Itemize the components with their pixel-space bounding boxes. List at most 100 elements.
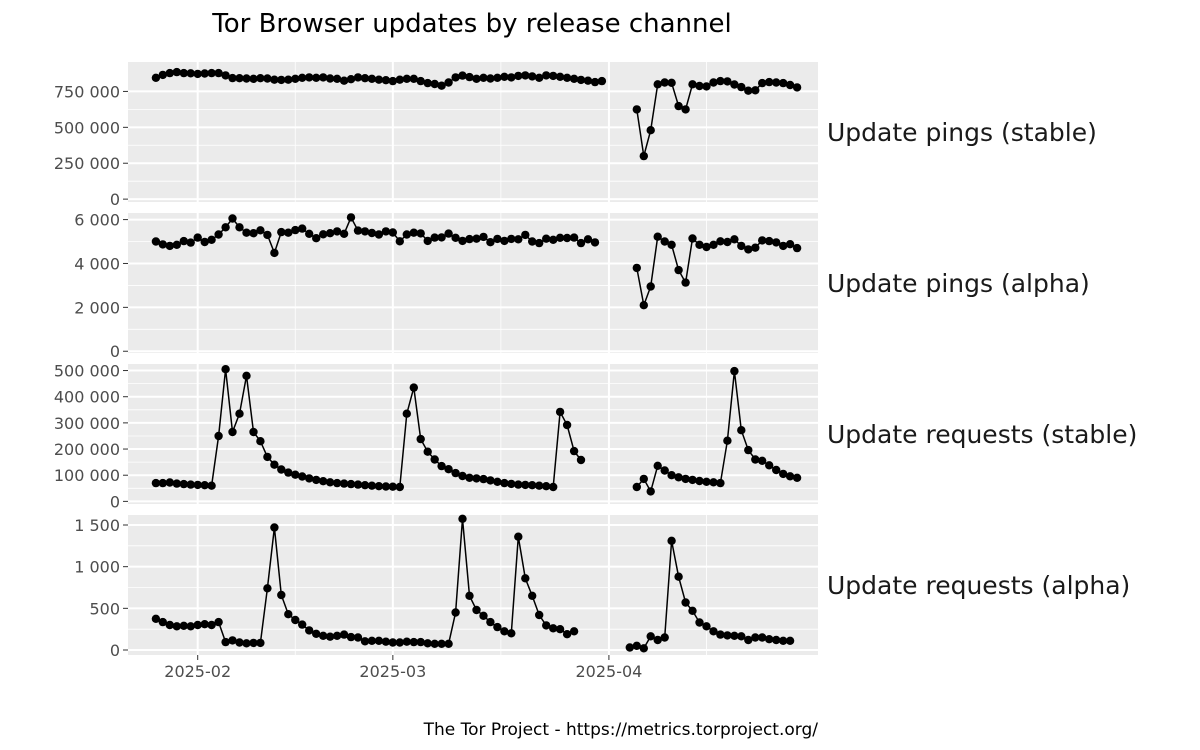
data-point: [576, 455, 586, 465]
data-point: [479, 611, 488, 620]
data-point: [200, 237, 209, 247]
data-point: [514, 71, 523, 81]
data-point: [535, 73, 544, 83]
data-point: [646, 487, 655, 496]
data-point: [402, 230, 411, 239]
data-point: [298, 224, 307, 233]
data-point: [493, 622, 502, 632]
data-point: [249, 638, 258, 648]
data-point: [660, 78, 669, 87]
data-point: [716, 76, 725, 86]
data-point: [277, 227, 286, 237]
data-point: [458, 471, 467, 481]
data-point: [709, 78, 718, 87]
data-point: [528, 591, 537, 600]
facet-panel: 0 250 000 500 000 750 000 Update pings (stab…: [54, 62, 1097, 209]
data-point: [444, 229, 453, 238]
data-point: [521, 480, 530, 490]
data-point: [172, 67, 181, 77]
data-point: [458, 71, 467, 80]
data-point: [472, 234, 481, 243]
data-point: [367, 228, 377, 238]
data-point: [374, 75, 384, 84]
data-point: [207, 235, 216, 244]
data-point: [709, 478, 718, 487]
data-point: [200, 481, 209, 490]
data-point: [535, 238, 544, 248]
data-point: [284, 610, 293, 619]
data-point: [723, 237, 732, 247]
data-point: [388, 482, 397, 491]
data-point: [765, 77, 774, 87]
data-point: [653, 80, 662, 89]
data-point: [249, 74, 258, 84]
data-point: [151, 237, 161, 246]
data-point: [737, 632, 746, 641]
data-point: [332, 478, 342, 488]
data-point: [221, 637, 230, 647]
data-point: [507, 479, 516, 489]
data-point: [339, 229, 349, 238]
facet-label: Update requests (stable): [827, 420, 1137, 449]
data-point: [716, 630, 725, 639]
data-point: [493, 477, 502, 486]
x-tick-label: 2025-02: [164, 662, 231, 681]
data-point: [291, 615, 300, 625]
data-point: [151, 614, 161, 623]
data-point: [367, 636, 377, 645]
data-point: [555, 72, 565, 82]
data-point: [305, 229, 314, 238]
data-point: [535, 481, 544, 490]
facet-panel: 0 500 1 000 1 500 Update requests (alpha): [74, 514, 1130, 660]
data-point: [388, 638, 397, 647]
data-point: [562, 420, 572, 430]
data-point: [263, 230, 272, 240]
data-point: [270, 248, 279, 258]
data-point: [423, 639, 432, 648]
data-point: [500, 236, 509, 246]
data-point: [319, 631, 328, 640]
data-point: [423, 78, 432, 88]
data-point: [737, 241, 746, 251]
data-point: [263, 584, 272, 593]
data-point: [507, 234, 516, 244]
data-point: [730, 235, 739, 244]
data-point: [430, 233, 439, 242]
y-tick-label: 6 000: [74, 211, 120, 230]
y-tick-label: 0: [110, 190, 120, 209]
data-point: [214, 68, 223, 78]
data-point: [639, 301, 648, 310]
data-point: [325, 229, 335, 238]
data-point: [374, 636, 384, 645]
data-point: [521, 230, 530, 240]
data-point: [765, 461, 774, 470]
data-point: [353, 480, 363, 489]
data-point: [632, 641, 641, 650]
data-point: [437, 639, 446, 648]
data-point: [667, 536, 676, 545]
data-point: [521, 71, 530, 80]
data-point: [353, 73, 363, 82]
data-point: [430, 455, 439, 464]
data-point: [779, 636, 788, 645]
data-point: [779, 78, 788, 88]
y-tick-label: 2 000: [74, 298, 120, 317]
x-tick-label: 2025-04: [575, 662, 642, 681]
data-point: [430, 79, 439, 89]
data-point: [228, 73, 237, 83]
data-point: [542, 71, 551, 80]
data-point: [402, 637, 411, 646]
data-point: [381, 482, 391, 491]
data-point: [298, 620, 307, 629]
data-point: [402, 409, 411, 418]
data-point: [535, 610, 544, 620]
data-point: [172, 622, 181, 631]
data-point: [409, 637, 418, 647]
data-point: [507, 629, 516, 638]
data-point: [772, 238, 781, 247]
data-point: [360, 74, 370, 83]
data-point: [667, 240, 676, 249]
data-point: [416, 76, 425, 86]
data-point: [493, 234, 502, 244]
